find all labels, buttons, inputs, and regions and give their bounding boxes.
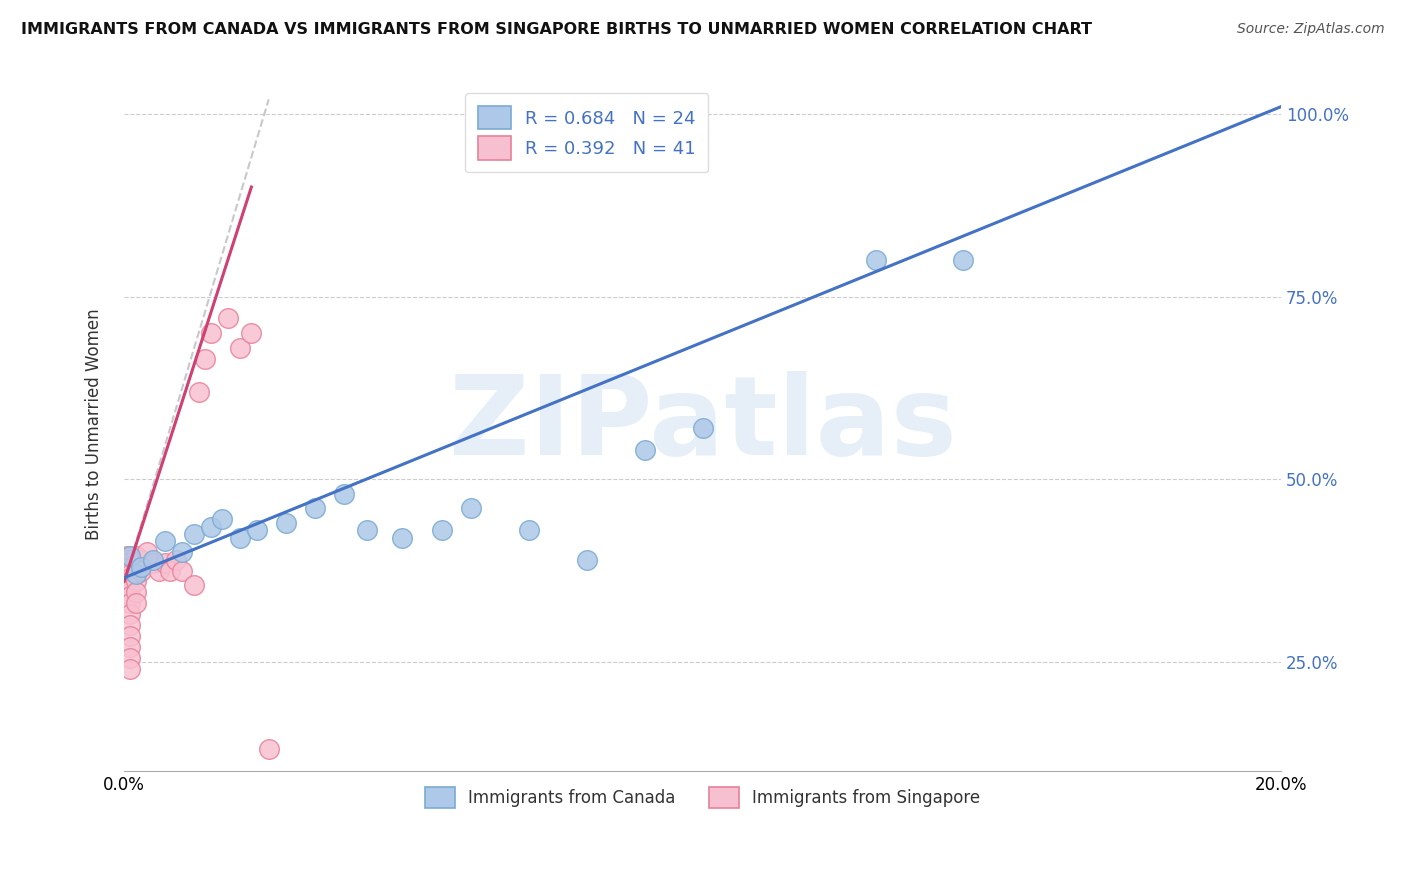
Point [692, 421, 714, 435]
Legend: Immigrants from Canada, Immigrants from Singapore: Immigrants from Canada, Immigrants from … [418, 780, 987, 815]
Point [118, 662, 141, 676]
Point [118, 571, 141, 585]
Point [517, 524, 540, 538]
Point [118, 629, 141, 643]
Point [142, 552, 165, 566]
Point [131, 552, 153, 566]
Point [118, 578, 141, 592]
Point [148, 564, 170, 578]
Point [304, 501, 326, 516]
Point [125, 564, 148, 578]
Point [183, 578, 205, 592]
Point [460, 501, 482, 516]
Point [170, 564, 193, 578]
Point [118, 559, 141, 574]
Point [200, 519, 222, 533]
Point [125, 585, 148, 599]
Point [125, 556, 148, 570]
Point [217, 311, 239, 326]
Point [170, 545, 193, 559]
Point [118, 640, 141, 655]
Point [246, 524, 269, 538]
Point [634, 442, 657, 457]
Point [118, 596, 141, 610]
Point [142, 556, 165, 570]
Y-axis label: Births to Unmarried Women: Births to Unmarried Women [86, 309, 103, 541]
Point [136, 545, 159, 559]
Point [118, 549, 141, 563]
Point [118, 651, 141, 665]
Point [115, 552, 138, 566]
Point [200, 326, 222, 340]
Point [211, 512, 233, 526]
Point [865, 253, 887, 268]
Point [118, 567, 141, 582]
Point [188, 384, 211, 399]
Point [115, 556, 138, 570]
Point [257, 742, 280, 756]
Point [131, 564, 153, 578]
Point [229, 341, 252, 355]
Text: Source: ZipAtlas.com: Source: ZipAtlas.com [1237, 22, 1385, 37]
Point [125, 549, 148, 563]
Point [240, 326, 263, 340]
Point [432, 524, 454, 538]
Point [125, 574, 148, 589]
Point [131, 559, 153, 574]
Point [118, 607, 141, 622]
Point [194, 351, 217, 366]
Point [391, 531, 413, 545]
Point [118, 589, 141, 603]
Point [183, 527, 205, 541]
Point [125, 596, 148, 610]
Point [118, 582, 141, 596]
Point [356, 524, 378, 538]
Point [153, 556, 176, 570]
Point [575, 552, 598, 566]
Text: ZIPatlas: ZIPatlas [449, 371, 956, 478]
Point [118, 618, 141, 632]
Point [118, 564, 141, 578]
Point [115, 549, 138, 563]
Point [274, 516, 297, 530]
Point [952, 253, 974, 268]
Point [159, 564, 181, 578]
Point [229, 531, 252, 545]
Point [153, 534, 176, 549]
Text: IMMIGRANTS FROM CANADA VS IMMIGRANTS FROM SINGAPORE BIRTHS TO UNMARRIED WOMEN CO: IMMIGRANTS FROM CANADA VS IMMIGRANTS FRO… [21, 22, 1092, 37]
Point [125, 567, 148, 582]
Point [333, 487, 356, 501]
Point [118, 574, 141, 589]
Point [165, 552, 187, 566]
